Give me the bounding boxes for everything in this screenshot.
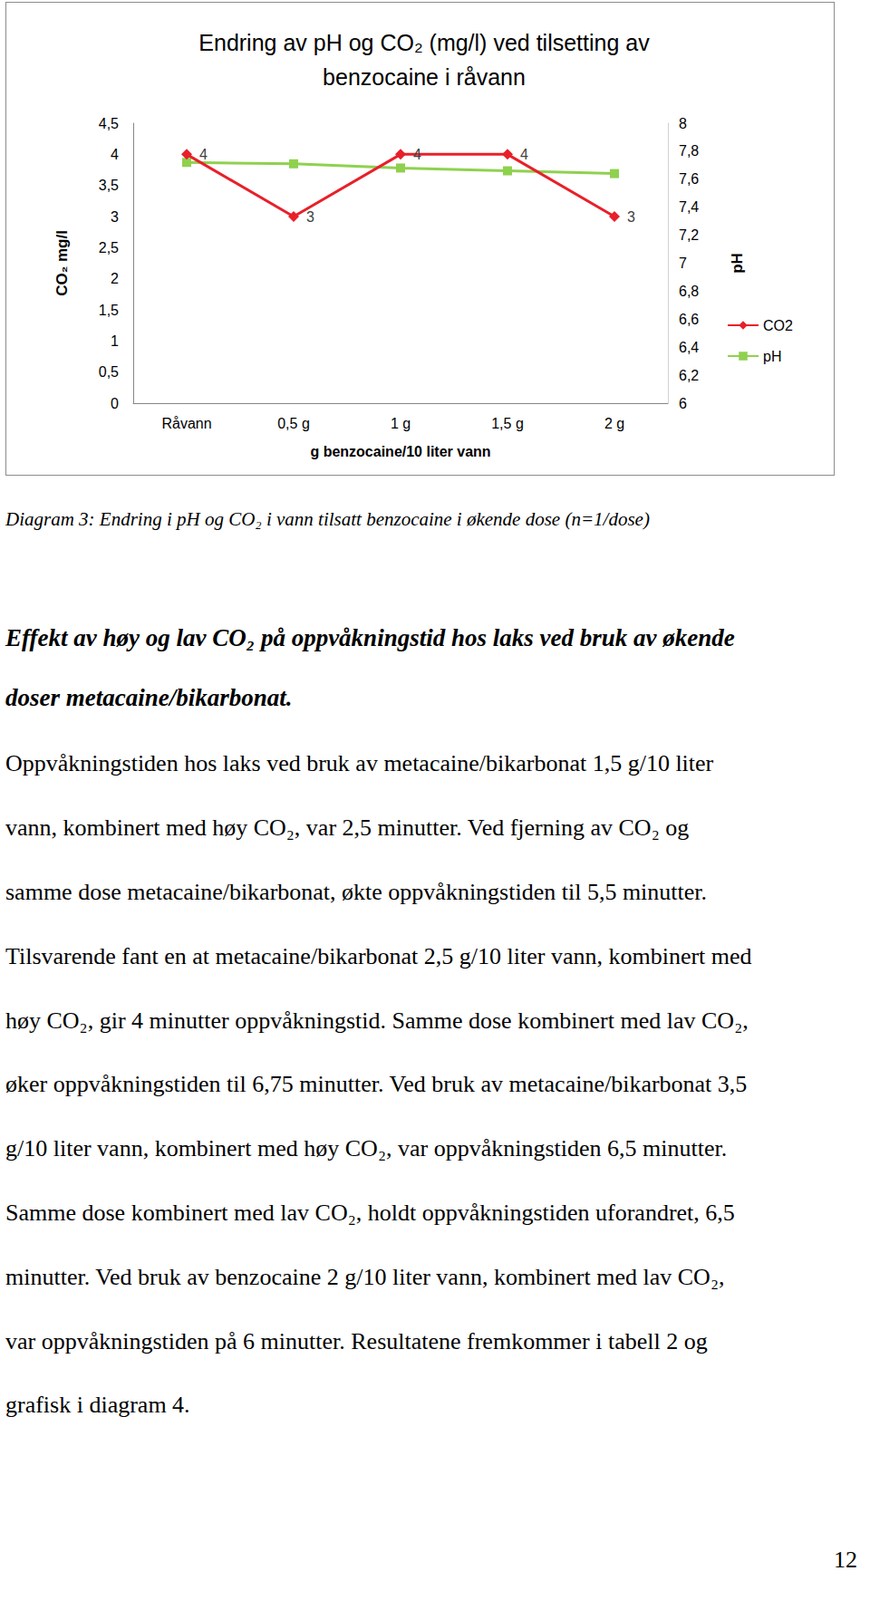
svg-text:8: 8: [678, 116, 687, 132]
html-text:var oppvåkningstiden på 6 minu: var oppvåkningstiden på 6 minutter. Resu…: [5, 1328, 708, 1355]
svg-text:2: 2: [110, 270, 119, 287]
svg-text:3: 3: [306, 209, 315, 225]
svg-text:7,2: 7,2: [678, 227, 699, 243]
html-text:grafisk i diagram 4.: grafisk i diagram 4.: [5, 1392, 190, 1419]
svg-text:6,6: 6,6: [678, 311, 699, 328]
html-text:doser metacaine/bikarbonat.: doser metacaine/bikarbonat.: [5, 684, 293, 712]
svg-text:6,4: 6,4: [678, 339, 699, 356]
svg-text:6: 6: [678, 396, 687, 412]
svg-text:4: 4: [110, 146, 119, 163]
svg-text:4: 4: [199, 146, 208, 163]
svg-text:1 g: 1 g: [390, 415, 411, 432]
svg-text:7,8: 7,8: [678, 143, 699, 159]
html-text:Samme dose kombinert med lav C: Samme dose kombinert med lav CO₂, holdt …: [5, 1199, 735, 1227]
svg-text:pH: pH: [763, 348, 782, 365]
html-text:Effekt av høy og lav CO₂ på op: Effekt av høy og lav CO₂ på oppvåkningst…: [5, 624, 735, 652]
svg-text:benzocaine i råvann: benzocaine i råvann: [322, 64, 526, 90]
svg-text:4: 4: [413, 146, 422, 163]
svg-text:6,2: 6,2: [678, 367, 699, 384]
svg-text:Råvann: Råvann: [161, 415, 212, 432]
svg-text:Endring av pH og CO₂ (mg/l) ve: Endring av pH og CO₂ (mg/l) ved tilsetti…: [198, 29, 650, 56]
svg-text:4: 4: [520, 146, 529, 163]
svg-text:0,5: 0,5: [98, 364, 119, 380]
svg-text:CO₂ mg/l: CO₂ mg/l: [53, 230, 71, 297]
svg-text:7,4: 7,4: [678, 199, 699, 215]
html-text:høy CO₂, gir 4 minutter oppvåk: høy CO₂, gir 4 minutter oppvåkningstid. …: [5, 1007, 749, 1034]
svg-text:0: 0: [110, 396, 119, 412]
html-text:12: 12: [833, 1546, 858, 1574]
html-text:Oppvåkningstiden hos laks ved: Oppvåkningstiden hos laks ved bruk av me…: [5, 750, 714, 778]
svg-text:6,8: 6,8: [678, 283, 699, 300]
svg-text:3: 3: [627, 209, 636, 225]
svg-text:pH: pH: [728, 252, 746, 274]
svg-text:1,5 g: 1,5 g: [491, 415, 524, 432]
svg-text:1,5: 1,5: [98, 302, 119, 319]
svg-text:3,5: 3,5: [98, 177, 119, 194]
svg-text:7,6: 7,6: [678, 171, 699, 187]
svg-text:4,5: 4,5: [98, 116, 119, 132]
html-text:øker oppvåkningstiden til 6,75: øker oppvåkningstiden til 6,75 minutter.…: [5, 1071, 748, 1098]
html-text:Tilsvarende fant en at metacai: Tilsvarende fant en at metacaine/bikarbo…: [5, 943, 752, 970]
svg-text:1: 1: [110, 333, 119, 349]
html-text:vann, kombinert med høy CO₂, v: vann, kombinert med høy CO₂, var 2,5 min…: [5, 814, 689, 842]
svg-text:2 g: 2 g: [604, 415, 625, 432]
html-text:minutter. Ved bruk av benzocai: minutter. Ved bruk av benzocaine 2 g/10 …: [5, 1264, 725, 1291]
svg-text:2,5: 2,5: [98, 240, 119, 256]
svg-text:CO2: CO2: [763, 318, 793, 334]
html-text:g/10 liter vann, kombinert med: g/10 liter vann, kombinert med høy CO₂, …: [5, 1135, 727, 1162]
svg-text:3: 3: [110, 209, 119, 225]
svg-text:g benzocaine/10 liter vann: g benzocaine/10 liter vann: [309, 444, 491, 460]
svg-text:7: 7: [678, 255, 687, 271]
html-text:Diagram 3: Endring i pH og CO₂: Diagram 3: Endring i pH og CO₂ i vann ti…: [5, 508, 650, 531]
html-text:samme dose metacaine/bikarbona: samme dose metacaine/bikarbonat, økte op…: [5, 879, 707, 906]
svg-text:0,5 g: 0,5 g: [277, 415, 310, 432]
